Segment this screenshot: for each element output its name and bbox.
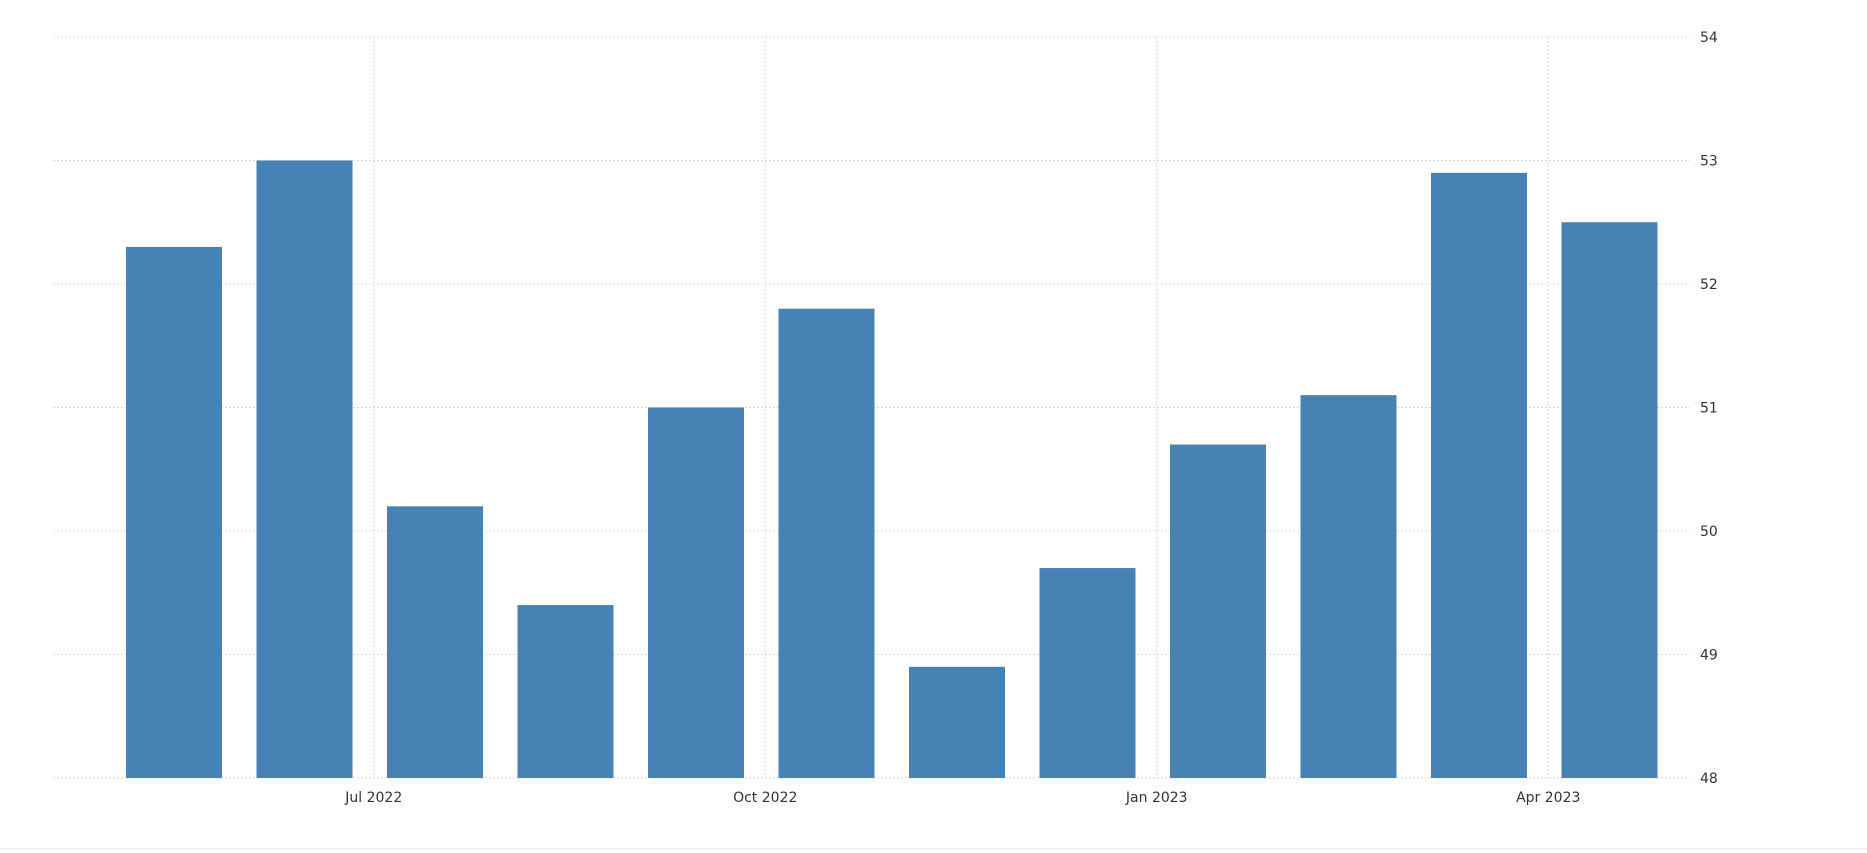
y-tick-label: 50 [1700, 524, 1718, 540]
bar-oct-2022 [778, 308, 875, 778]
x-axis: Jul 2022 Oct 2022 Jan 2023 Apr 2023 [344, 790, 1580, 806]
y-axis: 48 49 50 51 52 53 54 [1700, 30, 1718, 787]
bar-dec-2022 [1039, 568, 1136, 778]
y-tick-label: 49 [1700, 648, 1718, 664]
y-tick-label: 48 [1700, 771, 1718, 787]
bar-apr-2023 [1561, 222, 1658, 778]
x-tick-label: Apr 2023 [1516, 790, 1580, 806]
bar-mar-2023 [1431, 172, 1527, 779]
vertical-gridlines [373, 37, 1549, 778]
bar-jan-2023 [1170, 444, 1266, 778]
y-tick-label: 53 [1700, 154, 1718, 170]
y-tick-label: 54 [1700, 30, 1718, 46]
bar-feb-2023 [1300, 395, 1397, 778]
x-tick-label: Jul 2022 [344, 790, 402, 806]
bar-may-2022 [126, 246, 222, 778]
x-tick-label: Oct 2022 [733, 790, 797, 806]
bar-nov-2022 [909, 666, 1005, 778]
bar-series [126, 160, 1658, 779]
y-tick-label: 52 [1700, 277, 1718, 293]
bar-jul-2022 [387, 506, 483, 778]
y-tick-label: 51 [1700, 401, 1718, 417]
bar-jun-2022 [256, 160, 353, 778]
bar-sep-2022 [648, 407, 744, 778]
x-tick-label: Jan 2023 [1125, 790, 1188, 806]
bar-aug-2022 [517, 605, 614, 778]
